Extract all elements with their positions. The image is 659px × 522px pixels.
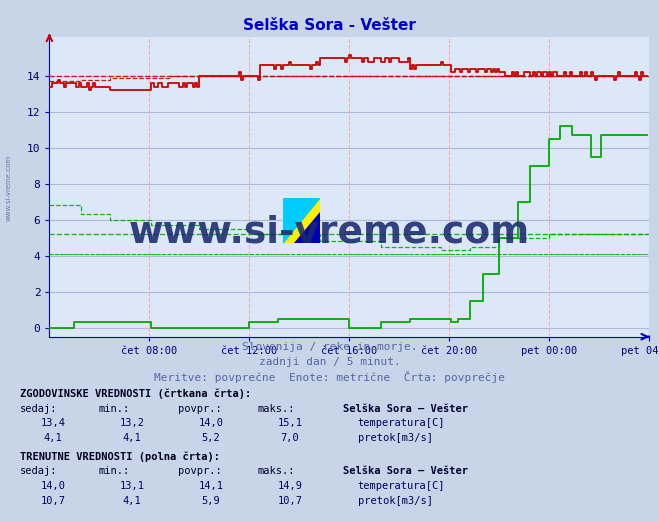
Text: min.:: min.: bbox=[99, 467, 130, 477]
Text: 5,9: 5,9 bbox=[202, 496, 220, 506]
Text: 13,1: 13,1 bbox=[119, 481, 144, 491]
Text: 14,9: 14,9 bbox=[277, 481, 302, 491]
Text: 10,7: 10,7 bbox=[277, 496, 302, 506]
Text: 7,0: 7,0 bbox=[281, 433, 299, 443]
Text: www.si-vreme.com: www.si-vreme.com bbox=[129, 215, 530, 250]
Text: min.:: min.: bbox=[99, 404, 130, 413]
Text: pretok[m3/s]: pretok[m3/s] bbox=[358, 433, 433, 443]
Text: Slovenija / reke in morje.: Slovenija / reke in morje. bbox=[242, 342, 417, 352]
Polygon shape bbox=[283, 198, 320, 243]
Text: sedaj:: sedaj: bbox=[20, 404, 57, 413]
Text: sedaj:: sedaj: bbox=[20, 467, 57, 477]
Text: povpr.:: povpr.: bbox=[178, 404, 221, 413]
Text: 4,1: 4,1 bbox=[123, 433, 141, 443]
Text: Selška Sora – Vešter: Selška Sora – Vešter bbox=[343, 404, 468, 413]
Polygon shape bbox=[283, 198, 320, 243]
Text: 14,0: 14,0 bbox=[40, 481, 65, 491]
Text: 13,4: 13,4 bbox=[40, 418, 65, 428]
Polygon shape bbox=[294, 212, 320, 243]
Text: 5,2: 5,2 bbox=[202, 433, 220, 443]
Text: 14,1: 14,1 bbox=[198, 481, 223, 491]
Text: Selška Sora – Vešter: Selška Sora – Vešter bbox=[343, 467, 468, 477]
Text: 4,1: 4,1 bbox=[43, 433, 62, 443]
Text: 14,0: 14,0 bbox=[198, 418, 223, 428]
Text: www.si-vreme.com: www.si-vreme.com bbox=[5, 155, 11, 221]
Text: povpr.:: povpr.: bbox=[178, 467, 221, 477]
Text: 15,1: 15,1 bbox=[277, 418, 302, 428]
Text: temperatura[C]: temperatura[C] bbox=[358, 418, 445, 428]
Text: TRENUTNE VREDNOSTI (polna črta):: TRENUTNE VREDNOSTI (polna črta): bbox=[20, 452, 219, 462]
Text: pretok[m3/s]: pretok[m3/s] bbox=[358, 496, 433, 506]
Text: zadnji dan / 5 minut.: zadnji dan / 5 minut. bbox=[258, 357, 401, 366]
Text: 13,2: 13,2 bbox=[119, 418, 144, 428]
Text: ZGODOVINSKE VREDNOSTI (črtkana črta):: ZGODOVINSKE VREDNOSTI (črtkana črta): bbox=[20, 389, 251, 399]
Text: maks.:: maks.: bbox=[257, 404, 295, 413]
Text: Selška Sora - Vešter: Selška Sora - Vešter bbox=[243, 18, 416, 33]
Text: maks.:: maks.: bbox=[257, 467, 295, 477]
Text: Meritve: povprečne  Enote: metrične  Črta: povprečje: Meritve: povprečne Enote: metrične Črta:… bbox=[154, 371, 505, 383]
Text: 4,1: 4,1 bbox=[123, 496, 141, 506]
Text: 10,7: 10,7 bbox=[40, 496, 65, 506]
Text: temperatura[C]: temperatura[C] bbox=[358, 481, 445, 491]
